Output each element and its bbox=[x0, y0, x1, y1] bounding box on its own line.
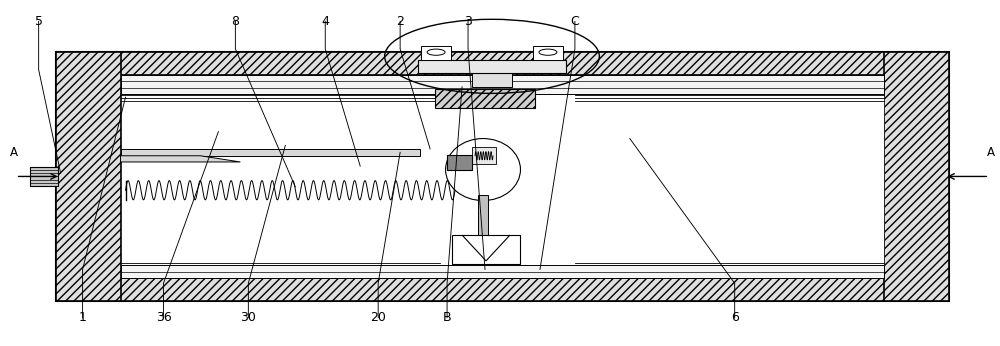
Text: 8: 8 bbox=[231, 15, 239, 28]
Text: 36: 36 bbox=[156, 311, 171, 324]
Bar bbox=[56, 52, 949, 301]
Text: 1: 1 bbox=[79, 311, 87, 324]
Bar bbox=[472, 73, 512, 87]
Bar bbox=[121, 149, 420, 156]
Text: 4: 4 bbox=[321, 15, 329, 28]
Bar bbox=[56, 52, 949, 75]
Bar bbox=[56, 278, 949, 301]
Text: 5: 5 bbox=[35, 15, 43, 28]
Text: C: C bbox=[571, 15, 579, 28]
Bar bbox=[121, 75, 884, 94]
Text: A: A bbox=[10, 146, 18, 159]
Bar bbox=[421, 46, 451, 60]
Bar bbox=[56, 52, 121, 301]
Text: B: B bbox=[443, 311, 451, 324]
Bar bbox=[121, 75, 884, 278]
Bar bbox=[447, 155, 472, 170]
Text: 2: 2 bbox=[396, 15, 404, 28]
Text: 3: 3 bbox=[464, 15, 472, 28]
Text: 6: 6 bbox=[731, 311, 739, 324]
Bar bbox=[472, 147, 496, 164]
Text: 20: 20 bbox=[370, 311, 386, 324]
Text: A: A bbox=[987, 146, 995, 159]
Bar bbox=[478, 195, 488, 264]
Bar bbox=[452, 235, 520, 264]
Bar bbox=[884, 52, 949, 301]
Bar bbox=[418, 60, 566, 73]
Bar bbox=[435, 89, 535, 108]
Polygon shape bbox=[121, 156, 240, 162]
Bar bbox=[533, 46, 563, 60]
Bar bbox=[121, 265, 884, 278]
Text: 30: 30 bbox=[240, 311, 256, 324]
Bar bbox=[30, 167, 58, 186]
